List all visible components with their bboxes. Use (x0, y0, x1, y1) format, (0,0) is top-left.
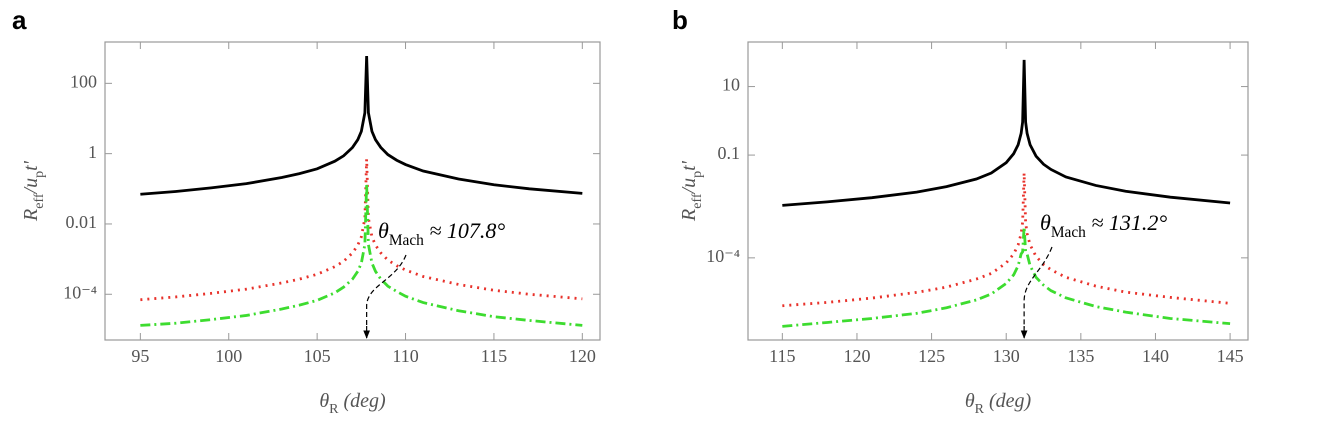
series-line (782, 59, 1231, 207)
x-tick-label: 115 (769, 346, 795, 366)
text-part: R (329, 402, 339, 417)
plot-frame (747, 41, 1249, 341)
text-part: R (975, 402, 985, 417)
series-line (782, 172, 1231, 308)
text-part: t' (678, 160, 700, 171)
text-part: t' (20, 160, 42, 171)
y-axis-label: Reff/upt' (20, 160, 47, 222)
text-part: (deg) (338, 390, 386, 412)
x-axis-label: θR (deg) (965, 390, 1032, 417)
annotation-arrow (366, 254, 407, 328)
text-part: eff (32, 193, 47, 209)
annotation: θMach ≈ 107.8° (378, 218, 505, 249)
x-tick-label: 105 (304, 346, 331, 366)
y-tick-label: 10⁻⁴ (706, 246, 740, 266)
text-part: θ (319, 390, 329, 412)
x-tick-label: 125 (918, 346, 945, 366)
text-part: R (678, 209, 700, 222)
panel-label: a (12, 5, 27, 35)
x-tick-label: 140 (1142, 346, 1169, 366)
series-line (140, 183, 583, 327)
text-part: (deg) (984, 390, 1032, 412)
x-tick-label: 120 (569, 346, 596, 366)
panel-label: b (672, 5, 688, 35)
text-part: eff (690, 193, 705, 209)
text-part: Mach (1051, 224, 1086, 241)
series-line (140, 55, 583, 196)
text-part: R (20, 209, 42, 222)
text-part: p (690, 171, 705, 178)
y-axis-label: Reff/upt' (678, 160, 705, 222)
text-part: θ (378, 218, 389, 243)
plot-frame (104, 41, 601, 341)
text-part: θ (1040, 210, 1051, 235)
series-line (782, 226, 1231, 328)
text-part: ≈ 131.2° (1086, 210, 1168, 235)
text-part: ≈ 107.8° (424, 218, 506, 243)
x-tick-label: 110 (392, 346, 418, 366)
x-tick-label: 95 (131, 346, 149, 366)
x-tick-label: 135 (1067, 346, 1094, 366)
annotation: θMach ≈ 131.2° (1040, 210, 1167, 241)
x-tick-label: 145 (1217, 346, 1244, 366)
x-tick-label: 100 (215, 346, 242, 366)
y-tick-label: 1 (88, 142, 97, 162)
text-part: θ (965, 390, 975, 412)
x-axis-label: θR (deg) (319, 390, 386, 417)
text-part: /u (20, 178, 42, 195)
y-tick-label: 0.01 (66, 212, 98, 232)
text-part: p (32, 171, 47, 178)
text-part: Mach (389, 232, 424, 249)
annotation-arrow (1023, 246, 1053, 328)
y-tick-label: 10⁻⁴ (63, 282, 97, 302)
y-tick-label: 0.1 (718, 143, 741, 163)
y-tick-label: 10 (722, 75, 740, 95)
x-tick-label: 130 (993, 346, 1020, 366)
series-line (140, 159, 583, 302)
text-part: /u (678, 178, 700, 195)
x-tick-label: 115 (481, 346, 507, 366)
y-tick-label: 100 (70, 71, 97, 91)
x-tick-label: 120 (843, 346, 870, 366)
